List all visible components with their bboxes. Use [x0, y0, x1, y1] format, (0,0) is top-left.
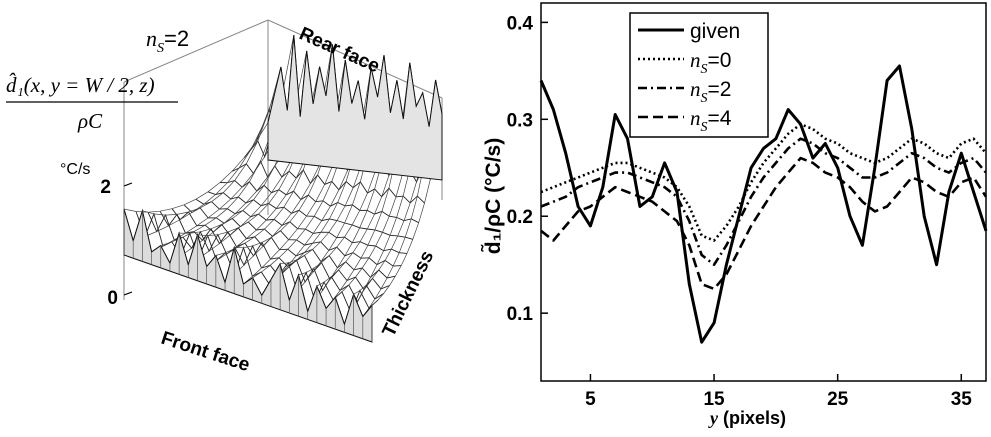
- surface-col-line: [133, 94, 275, 242]
- surface-plot-panel: 2 0 °C/s nS=2 d̂₁(x, y = W / 2, z) ρC Re…: [0, 0, 470, 432]
- surface-row-line: [219, 179, 419, 224]
- legend-label-main: n: [690, 106, 701, 130]
- thickness-label: Thickness: [379, 247, 439, 340]
- y-axis-ticks: 0.1 0.2 0.3 0.4: [507, 13, 548, 325]
- surface-row-line: [147, 212, 384, 303]
- legend-label-sub: S: [701, 62, 708, 77]
- x-axis-label-unit: (pixels): [718, 408, 786, 428]
- x-axis-label: y (pixels): [708, 408, 786, 428]
- surface-plot: 2 0 °C/s nS=2 d̂₁(x, y = W / 2, z) ρC Re…: [6, 19, 443, 376]
- box-edge-top-back: [123, 19, 269, 83]
- surface-row-line: [207, 191, 413, 240]
- x-tick-label: 15: [703, 389, 725, 410]
- legend-label-eq: =2: [708, 78, 732, 101]
- y-tick-label: 0.2: [507, 207, 533, 228]
- surface-row-line: [183, 204, 402, 267]
- legend-label-main: n: [690, 77, 701, 101]
- ztick-bottom-label: 0: [107, 288, 118, 309]
- series-line-3: [540, 156, 988, 291]
- title-n: n: [146, 26, 157, 51]
- surface-title: nS=2: [146, 26, 189, 56]
- ztick-top-label: 2: [100, 177, 111, 198]
- ztick-top-mark: [123, 182, 133, 187]
- surface-z-axis: 2 0 °C/s: [60, 161, 133, 309]
- line-chart-panel: 5 15 25 35 0.1 0.2 0.3 0.4 y (pixels) d̃₁/ρC (…: [470, 0, 991, 432]
- surface-rear-peaks: [267, 35, 443, 181]
- series-layer: [539, 64, 988, 344]
- surface-col-line: [151, 110, 288, 253]
- surface-row-line: [231, 160, 425, 204]
- series-line-0: [539, 64, 988, 344]
- legend-label-sub: S: [701, 91, 708, 106]
- series-line-2: [540, 137, 987, 267]
- title-eq: =2: [164, 26, 189, 51]
- x-axis-label-var: y: [708, 408, 719, 428]
- y-tick-label: 0.1: [507, 304, 534, 325]
- zunit-label: °C/s: [60, 161, 90, 178]
- surface-col-line: [316, 118, 404, 287]
- surface-row-line: [195, 198, 408, 254]
- legend-label-eq: =4: [708, 107, 732, 130]
- surface-col-line: [123, 122, 269, 213]
- legend-label-0: given: [690, 20, 740, 43]
- zlabel-fraction: d̂₁(x, y = W / 2, z) ρC: [6, 73, 178, 133]
- line-chart: 5 15 25 35 0.1 0.2 0.3 0.4 y (pixels) d̃₁/ρC (…: [481, 2, 988, 428]
- legend-label-1: nS=0: [690, 48, 731, 77]
- y-axis-label: d̃₁/ρC (°C/s): [481, 138, 505, 254]
- x-tick-label: 35: [951, 389, 973, 410]
- legend-label-main: n: [690, 48, 701, 72]
- x-tick-label: 25: [827, 389, 849, 410]
- zlabel-denominator: ρC: [77, 109, 103, 133]
- surface-col-line: [371, 113, 443, 306]
- svg-text:nS=2: nS=2: [146, 26, 189, 56]
- legend-label-3: nS=4: [690, 106, 732, 135]
- title-sub: S: [157, 41, 164, 56]
- legend-label-eq: =0: [708, 49, 732, 72]
- x-tick-label: 5: [585, 389, 596, 410]
- y-tick-label: 0.3: [507, 110, 533, 131]
- front-face-label: Front face: [158, 328, 252, 376]
- surface-row-line: [171, 208, 396, 279]
- rear-face-profile: [267, 35, 443, 181]
- zlabel-numerator: d̂₁(x, y = W / 2, z): [6, 73, 155, 97]
- surface-col-line: [142, 66, 282, 216]
- ztick-bottom-mark: [123, 291, 133, 296]
- surface-front-face: [123, 208, 373, 343]
- series-line-1: [540, 122, 987, 242]
- surface-col-line: [353, 126, 430, 295]
- x-axis-ticks: 5 15 25 35: [585, 374, 972, 410]
- y-tick-label: 0.4: [507, 13, 534, 34]
- legend-label-2: nS=2: [690, 77, 731, 106]
- legend-label-sub: S: [701, 120, 708, 135]
